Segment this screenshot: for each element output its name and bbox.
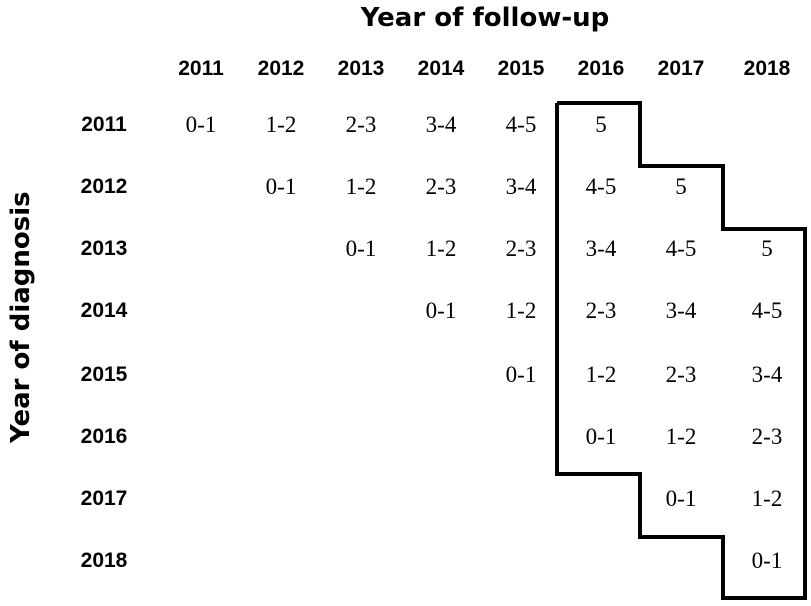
follow-up-year-2016: 2016 bbox=[577, 57, 625, 80]
cell-2011-2016: 5 bbox=[595, 112, 607, 137]
cell-2013-2013: 0-1 bbox=[345, 236, 377, 261]
cell-2016-2016: 0-1 bbox=[585, 424, 617, 449]
follow-up-year-2013: 2013 bbox=[337, 57, 385, 80]
diagnosis-year-2015: 2015 bbox=[80, 363, 128, 386]
period-window-border bbox=[555, 101, 807, 600]
cell-2017-2017: 0-1 bbox=[665, 486, 697, 511]
diagnosis-year-2018: 2018 bbox=[80, 549, 128, 572]
cell-2011-2015: 4-5 bbox=[505, 112, 537, 137]
follow-up-year-2014: 2014 bbox=[417, 57, 465, 80]
cell-2012-2015: 3-4 bbox=[505, 174, 537, 199]
follow-up-year-2012: 2012 bbox=[257, 57, 305, 80]
follow-up-year-2018: 2018 bbox=[743, 57, 791, 80]
diagnosis-year-2014: 2014 bbox=[80, 299, 128, 322]
cell-2012-2016: 4-5 bbox=[585, 174, 617, 199]
follow-up-year-2015: 2015 bbox=[497, 57, 545, 80]
x-axis-title: Year of follow-up bbox=[360, 3, 610, 33]
cell-2017-2018: 1-2 bbox=[751, 486, 783, 511]
diagnosis-year-2017: 2017 bbox=[80, 487, 128, 510]
cell-2013-2014: 1-2 bbox=[425, 236, 457, 261]
cell-2016-2017: 1-2 bbox=[665, 424, 697, 449]
cell-2015-2018: 3-4 bbox=[751, 362, 783, 387]
follow-up-year-2017: 2017 bbox=[657, 57, 705, 80]
cell-2018-2018: 0-1 bbox=[751, 548, 783, 573]
cell-2015-2016: 1-2 bbox=[585, 362, 617, 387]
diagnosis-year-2013: 2013 bbox=[80, 237, 128, 260]
cell-2014-2014: 0-1 bbox=[425, 298, 457, 323]
cell-2012-2013: 1-2 bbox=[345, 174, 377, 199]
cell-2011-2012: 1-2 bbox=[265, 112, 297, 137]
diagnosis-year-2011: 2011 bbox=[81, 113, 127, 136]
cell-2011-2013: 2-3 bbox=[345, 112, 377, 137]
diagnosis-year-2012: 2012 bbox=[80, 175, 128, 198]
cell-2013-2015: 2-3 bbox=[505, 236, 537, 261]
cell-2013-2017: 4-5 bbox=[665, 236, 697, 261]
cell-2013-2016: 3-4 bbox=[585, 236, 617, 261]
cell-2015-2017: 2-3 bbox=[665, 362, 697, 387]
cell-2013-2018: 5 bbox=[761, 236, 773, 261]
cell-2014-2015: 1-2 bbox=[505, 298, 537, 323]
cell-2011-2011: 0-1 bbox=[185, 112, 217, 137]
cell-2012-2012: 0-1 bbox=[265, 174, 297, 199]
cell-2015-2015: 0-1 bbox=[505, 362, 537, 387]
cell-2012-2014: 2-3 bbox=[425, 174, 457, 199]
diagnosis-year-2016: 2016 bbox=[80, 425, 128, 448]
cell-2016-2018: 2-3 bbox=[751, 424, 783, 449]
cell-2014-2018: 4-5 bbox=[751, 298, 783, 323]
cell-2014-2016: 2-3 bbox=[585, 298, 617, 323]
follow-up-year-2011: 2011 bbox=[178, 57, 224, 80]
cell-2012-2017: 5 bbox=[675, 174, 687, 199]
cell-2011-2014: 3-4 bbox=[425, 112, 457, 137]
cell-2014-2017: 3-4 bbox=[665, 298, 697, 323]
